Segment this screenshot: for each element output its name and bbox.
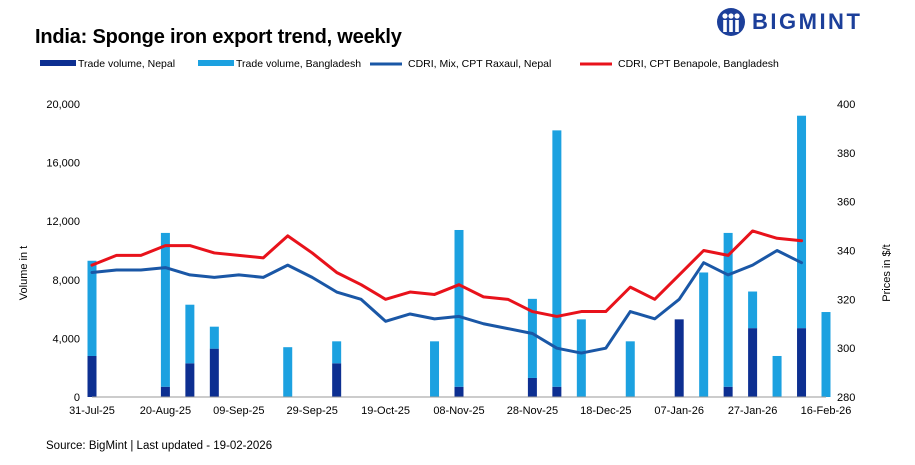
bar-bangladesh-volume: [283, 347, 293, 397]
bar-nepal-volume: [160, 386, 170, 397]
source-note: Source: BigMint | Last updated - 19-02-2…: [46, 440, 273, 452]
bar-nepal-volume: [748, 328, 758, 397]
legend-swatch-bangladesh-volume: [198, 60, 234, 66]
x-tick-label: 29-Sep-25: [287, 405, 338, 417]
bar-bangladesh-volume: [454, 229, 464, 387]
line-benapole-price: [90, 229, 804, 318]
y-axis-right-ticks: 280 300 320 340 360 380 400: [837, 99, 855, 404]
y-left-tick-label: 20,000: [46, 99, 80, 111]
y-right-tick-label: 400: [837, 99, 855, 111]
bar-bangladesh-volume: [797, 115, 807, 329]
y-left-tick-label: 8,000: [52, 275, 80, 287]
bar-bangladesh-volume: [723, 232, 733, 387]
y-left-tick-label: 4,000: [52, 333, 80, 345]
y-right-tick-label: 380: [837, 148, 855, 160]
x-tick-label: 16-Feb-26: [801, 405, 852, 417]
bar-bangladesh-volume: [576, 319, 586, 397]
bar-bangladesh-volume: [552, 130, 562, 387]
bar-bangladesh-volume: [772, 355, 782, 397]
bar-bangladesh-volume: [625, 341, 635, 397]
legend-swatch-nepal-volume: [40, 60, 76, 66]
legend-label-raxaul-price: CDRI, Mix, CPT Raxaul, Nepal: [408, 58, 551, 70]
y-right-tick-label: 340: [837, 246, 855, 258]
bar-nepal-volume: [185, 363, 195, 397]
x-tick-label: 18-Dec-25: [580, 405, 631, 417]
legend-label-bangladesh-volume: Trade volume, Bangladesh: [236, 58, 361, 70]
legend: Trade volume, Nepal Trade volume, Bangla…: [40, 58, 779, 70]
bar-bangladesh-volume: [748, 291, 758, 329]
bigmint-logo-icon: [717, 8, 745, 36]
bar-bangladesh-volume: [430, 341, 440, 397]
x-tick-label: 07-Jan-26: [654, 405, 704, 417]
bar-nepal-volume: [209, 348, 219, 397]
bar-nepal-volume: [87, 355, 97, 397]
bar-series: [87, 115, 831, 397]
x-tick-label: 27-Jan-26: [728, 405, 778, 417]
x-tick-label: 28-Nov-25: [507, 405, 558, 417]
bar-nepal-volume: [332, 363, 342, 397]
bar-nepal-volume: [674, 319, 684, 397]
bar-bangladesh-volume: [185, 304, 195, 364]
y-left-tick-label: 0: [74, 392, 80, 404]
y-right-tick-label: 320: [837, 294, 855, 306]
bar-nepal-volume: [552, 386, 562, 397]
x-tick-label: 31-Jul-25: [69, 405, 115, 417]
legend-label-benapole-price: CDRI, CPT Benapole, Bangladesh: [618, 58, 779, 70]
y-left-tick-label: 16,000: [46, 158, 80, 170]
y-right-tick-label: 300: [837, 343, 855, 355]
bar-bangladesh-volume: [332, 341, 342, 364]
y-left-tick-label: 12,000: [46, 216, 80, 228]
bar-nepal-volume: [723, 386, 733, 397]
bar-bangladesh-volume: [160, 232, 170, 387]
bar-bangladesh-volume: [209, 326, 219, 349]
bar-bangladesh-volume: [87, 260, 97, 356]
bar-bangladesh-volume: [821, 312, 831, 397]
bar-nepal-volume: [797, 328, 807, 397]
x-tick-label: 20-Aug-25: [140, 405, 191, 417]
line-series: [90, 229, 804, 355]
x-tick-label: 08-Nov-25: [433, 405, 484, 417]
bar-nepal-volume: [527, 377, 537, 397]
line-raxaul-price: [90, 249, 804, 355]
chart-title: India: Sponge iron export trend, weekly: [35, 26, 402, 48]
bigmint-logo: BIGMINT: [716, 4, 862, 40]
x-axis-ticks: 31-Jul-25 20-Aug-25 09-Sep-25 29-Sep-25 19-O…: [69, 405, 851, 417]
y-axis-right-title: Prices in $/t: [881, 244, 893, 301]
legend-label-nepal-volume: Trade volume, Nepal: [78, 58, 175, 70]
y-right-tick-label: 280: [837, 392, 855, 404]
bar-bangladesh-volume: [699, 272, 709, 397]
y-axis-left-title: Volume in t: [18, 246, 30, 300]
y-right-tick-label: 360: [837, 197, 855, 209]
bar-nepal-volume: [454, 386, 464, 397]
y-axis-left-ticks: 0 4,000 8,000 12,000 16,000 20,000: [46, 99, 80, 404]
bigmint-logo-text: BIGMINT: [752, 9, 863, 34]
x-tick-label: 19-Oct-25: [361, 405, 410, 417]
x-tick-label: 09-Sep-25: [213, 405, 264, 417]
bar-bangladesh-volume: [527, 298, 537, 378]
